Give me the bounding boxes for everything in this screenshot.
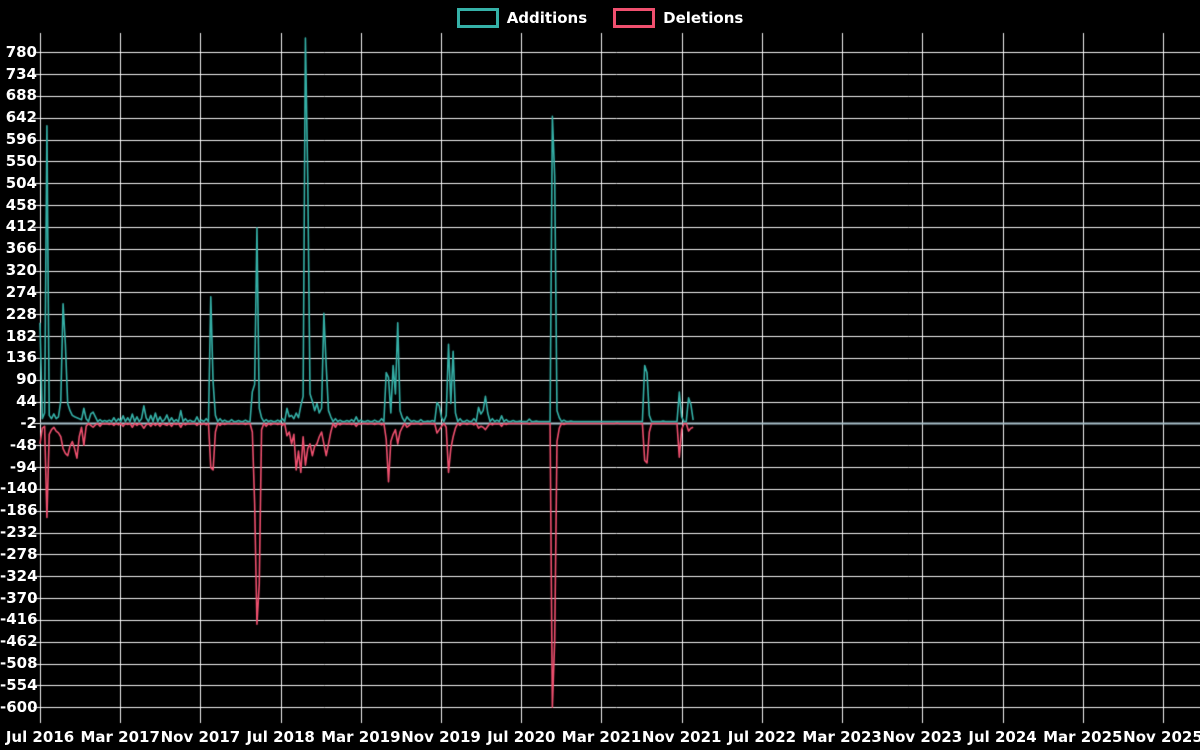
y-tick-label: 458: [5, 195, 37, 214]
x-tick-label: Nov 2023: [882, 728, 963, 746]
y-tick-label: -278: [0, 544, 38, 563]
y-tick-label: 44: [16, 392, 37, 411]
legend-item-additions[interactable]: Additions: [456, 8, 588, 28]
y-tick-label: -2: [20, 413, 37, 432]
y-tick-label: 90: [16, 370, 37, 389]
y-tick-label: 550: [5, 151, 37, 170]
y-tick-label: 274: [5, 282, 37, 301]
y-tick-label: -462: [0, 632, 38, 651]
y-tick-label: 366: [5, 239, 37, 258]
x-tick-label: Nov 2021: [641, 728, 722, 746]
x-tick-label: Jul 2018: [246, 728, 315, 746]
x-tick-label: Jul 2020: [487, 728, 556, 746]
y-tick-label: -508: [0, 654, 38, 673]
x-tick-label: Jul 2016: [5, 728, 75, 746]
y-tick-label: 412: [5, 217, 37, 236]
y-tick-label: 136: [5, 348, 37, 367]
x-tick-label: Jul 2022: [727, 728, 797, 746]
y-tick-label: 780: [5, 42, 37, 61]
x-tick-label: Nov 2025: [1123, 728, 1200, 746]
x-tick-label: Mar 2017: [80, 728, 160, 746]
y-tick-label: 734: [5, 64, 37, 83]
x-tick-label: Mar 2023: [802, 728, 882, 746]
y-tick-label: 688: [5, 86, 37, 105]
y-tick-label: 228: [5, 304, 37, 323]
x-tick-label: Jul 2024: [968, 728, 1037, 746]
x-tick-label: Mar 2025: [1043, 728, 1123, 746]
x-tick-label: Nov 2019: [401, 728, 481, 746]
y-tick-label: -140: [0, 479, 38, 498]
x-tick-label: Mar 2019: [321, 728, 401, 746]
y-tick-label: 642: [5, 108, 37, 127]
y-tick-label: -94: [9, 457, 37, 476]
legend-item-deletions[interactable]: Deletions: [613, 8, 743, 28]
legend-label-additions: Additions: [506, 8, 588, 27]
y-tick-label: -48: [9, 435, 37, 454]
y-tick-label: 504: [5, 173, 37, 192]
chart-legend: Additions Deletions: [0, 8, 1200, 28]
y-tick-label: 320: [5, 261, 37, 280]
deletions-swatch-icon: [613, 8, 656, 28]
x-tick-label: Mar 2021: [561, 728, 642, 746]
y-tick-label: 182: [5, 326, 37, 345]
legend-label-deletions: Deletions: [663, 8, 744, 27]
additions-swatch-icon: [456, 8, 499, 28]
y-tick-label: -186: [0, 501, 38, 520]
y-tick-label: -324: [0, 566, 38, 585]
y-tick-label: 596: [5, 130, 37, 149]
y-tick-label: -600: [0, 697, 38, 716]
y-tick-label: -370: [0, 588, 38, 607]
y-tick-label: -232: [0, 523, 38, 542]
y-tick-label: -554: [0, 675, 38, 694]
x-tick-label: Nov 2017: [160, 728, 241, 746]
y-tick-label: -416: [0, 610, 38, 629]
